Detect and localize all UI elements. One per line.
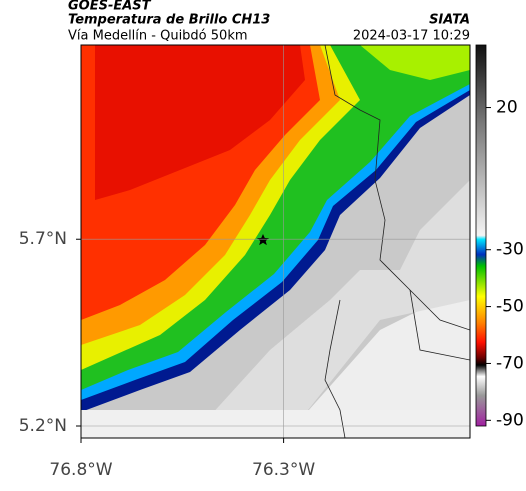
satellite-image	[81, 45, 470, 438]
lon-tick-label: 76.3°W	[252, 460, 315, 480]
colorbar-tick-label: -90	[496, 410, 524, 430]
lon-tick-label: 76.8°W	[49, 460, 112, 480]
route: Vía Medellín - Quibdó 50km	[68, 29, 248, 44]
lat-tick-label: 5.2°N	[19, 416, 67, 436]
datetime: 2024-03-17 10:29	[353, 29, 470, 44]
colorbar-tick-label: -30	[496, 240, 524, 260]
map-frame	[80, 44, 471, 439]
colorbar-tick-label: 20	[496, 98, 518, 118]
title: GOES-EAST	[68, 0, 152, 14]
location-marker	[257, 234, 269, 246]
subtitle: Temperatura de Brillo CH13	[68, 13, 270, 28]
colorbar-tick-label: -70	[496, 353, 524, 373]
source: SIATA	[429, 13, 470, 28]
colorbar	[475, 44, 487, 427]
lat-tick-label: 5.7°N	[19, 229, 67, 249]
colorbar-tick-label: -50	[496, 297, 524, 317]
